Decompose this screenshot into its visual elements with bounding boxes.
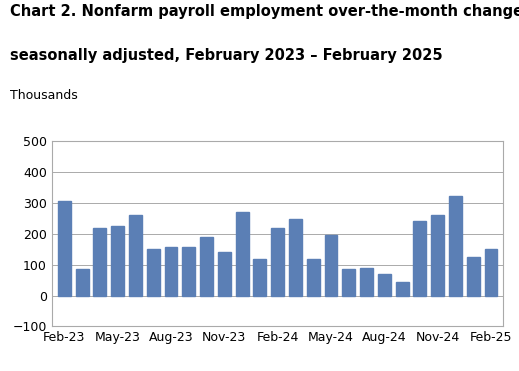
Bar <box>111 226 124 296</box>
Bar <box>165 247 177 296</box>
Text: seasonally adjusted, February 2023 – February 2025: seasonally adjusted, February 2023 – Feb… <box>10 48 443 63</box>
Bar <box>414 221 426 296</box>
Bar <box>324 234 337 296</box>
Bar <box>218 252 231 296</box>
Bar <box>147 249 160 296</box>
Bar <box>76 269 89 296</box>
Bar <box>182 247 195 296</box>
Bar <box>93 229 106 296</box>
Bar <box>129 215 142 296</box>
Bar <box>343 269 355 296</box>
Bar <box>431 215 444 296</box>
Bar <box>236 212 249 296</box>
Bar <box>360 268 373 296</box>
Bar <box>467 257 480 296</box>
Bar <box>289 219 302 296</box>
Bar <box>200 237 213 296</box>
Bar <box>378 274 391 296</box>
Text: Thousands: Thousands <box>10 89 78 102</box>
Bar <box>395 282 408 296</box>
Bar <box>58 201 71 296</box>
Bar <box>449 196 462 296</box>
Text: Chart 2. Nonfarm payroll employment over-the-month change,: Chart 2. Nonfarm payroll employment over… <box>10 4 519 19</box>
Bar <box>307 259 320 296</box>
Bar <box>485 249 497 296</box>
Bar <box>253 259 266 296</box>
Bar <box>271 227 284 296</box>
